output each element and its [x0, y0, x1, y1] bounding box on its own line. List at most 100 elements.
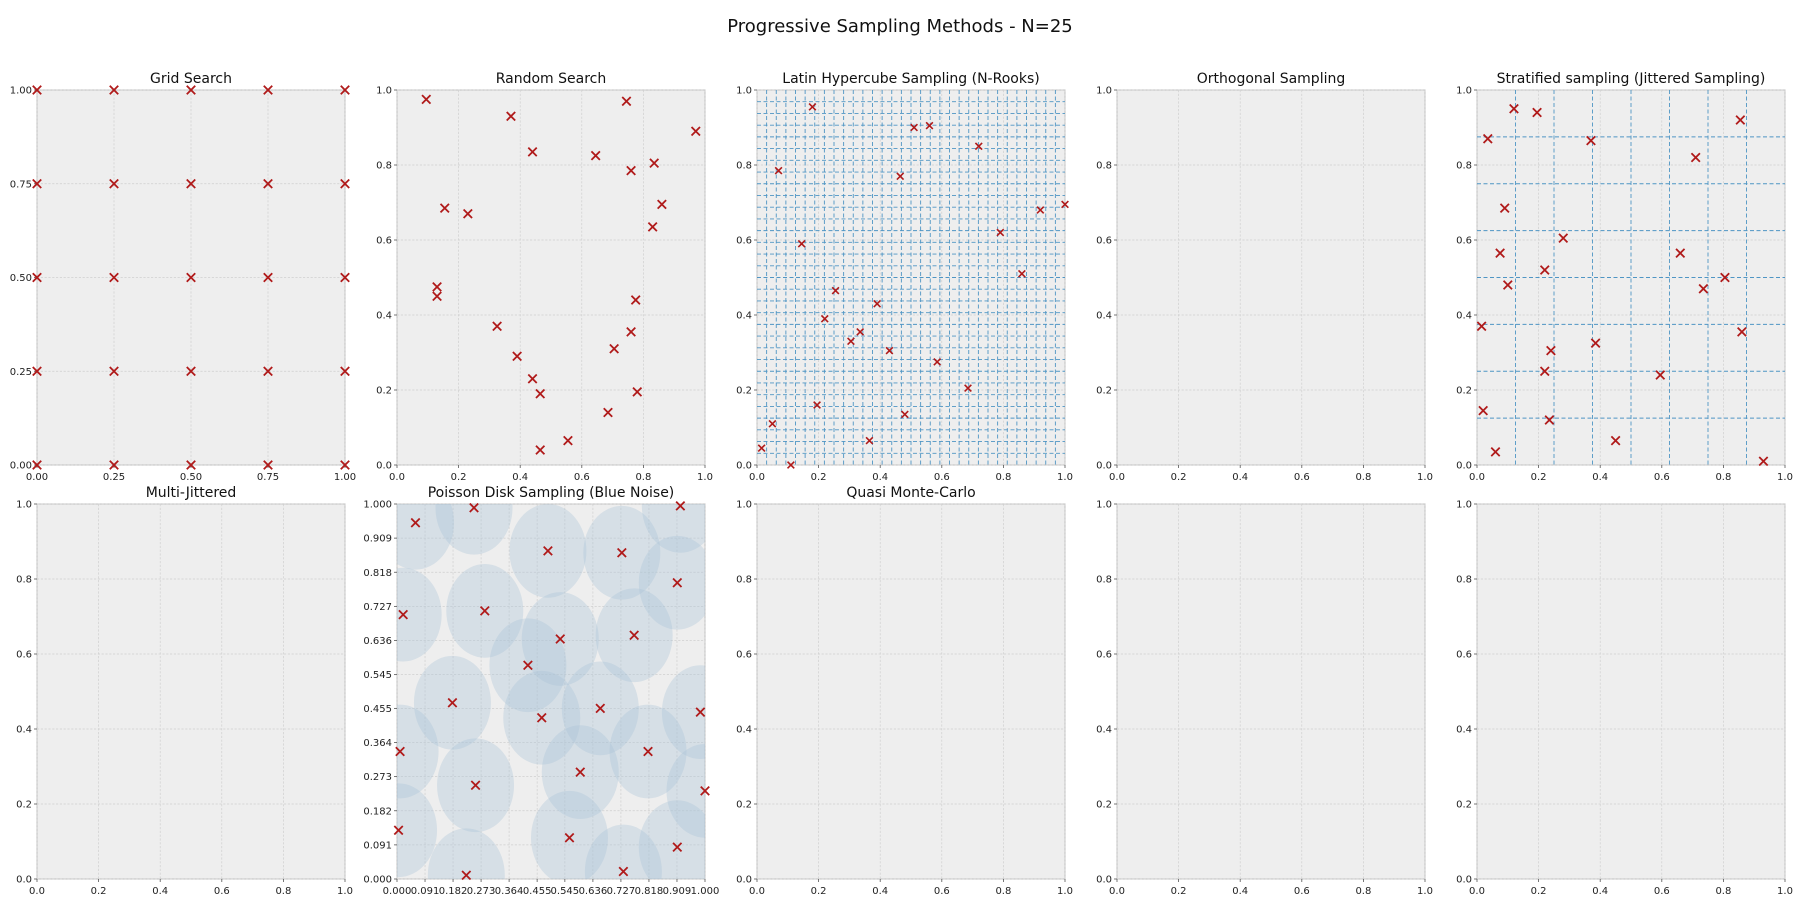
sample-point	[1610, 435, 1621, 446]
sample-point	[1478, 405, 1489, 416]
y-tick-label: 0.2	[736, 800, 752, 811]
y-tick-label: 0.4	[16, 725, 32, 736]
subplot-title: Orthogonal Sampling	[1197, 71, 1345, 87]
y-tick-label: 0.818	[363, 568, 392, 579]
sample-point	[1586, 135, 1596, 146]
axes-background	[1476, 503, 1786, 880]
sample-point	[263, 272, 273, 283]
y-tick-label: 0.50	[10, 273, 32, 284]
sample-point	[186, 85, 196, 95]
sample-point	[632, 387, 643, 397]
sample-point	[925, 121, 934, 130]
x-tick-label: 0.182	[439, 886, 468, 897]
sample-point	[432, 282, 442, 292]
sample-point	[672, 842, 683, 852]
y-tick-label: 0.25	[10, 367, 32, 378]
sample-point	[109, 85, 119, 95]
x-tick-label: 0.364	[495, 886, 524, 897]
sample-point	[186, 460, 196, 470]
x-tick-label: 0.0	[389, 472, 405, 483]
x-tick-label: 0.2	[1171, 886, 1187, 897]
subplot-title: Stratified sampling (Jittered Sampling)	[1497, 71, 1766, 87]
y-tick-label: 1.0	[736, 86, 752, 97]
x-tick-label: 1.00	[334, 472, 356, 483]
y-tick-label: 0.8	[736, 161, 752, 172]
sample-point	[543, 546, 553, 556]
sample-point	[536, 712, 547, 723]
sample-point	[621, 96, 632, 107]
sample-point	[535, 445, 546, 455]
disk-area	[666, 744, 705, 838]
sample-point	[847, 337, 855, 346]
sample-point	[629, 630, 640, 641]
sample-point	[421, 94, 432, 105]
x-tick-label: 0.455	[523, 886, 552, 897]
y-tick-label: 0.8	[1456, 161, 1472, 172]
disk-area	[584, 824, 662, 879]
sample-point	[447, 697, 458, 708]
sample-point	[1502, 280, 1513, 290]
x-tick-label: 0.4	[512, 472, 528, 483]
disk-layer	[397, 504, 705, 879]
y-tick-label: 0.2	[736, 386, 752, 397]
y-tick-label: 0.0	[376, 461, 392, 472]
y-tick-label: 0.4	[376, 311, 392, 322]
sample-point	[340, 85, 350, 95]
sample-point	[820, 314, 829, 323]
y-tick-label: 1.000	[363, 500, 392, 511]
y-tick-label: 0.75	[10, 179, 32, 190]
y-tick-label: 0.364	[363, 738, 392, 749]
subplot-3: 0.0 0.2 0.4 0.6 0.8 1.0 0.0 0.2 0.4 0.6 0.8 1.0 Lati…	[736, 71, 1073, 483]
x-tick-label: 0.75	[257, 472, 279, 483]
sample-point	[479, 606, 490, 616]
disk-area	[435, 504, 513, 555]
subplot-title: Quasi Monte-Carlo	[846, 485, 975, 501]
sample-point	[813, 401, 821, 409]
sample-point	[774, 166, 783, 175]
disk-area	[641, 504, 705, 553]
x-tick-label: 0.8	[275, 886, 291, 897]
y-tick-label: 1.0	[376, 86, 392, 97]
sample-point	[700, 786, 710, 796]
sample-point	[1482, 133, 1493, 144]
x-tick-label: 0.4	[1232, 472, 1248, 483]
sample-point	[786, 461, 795, 469]
sample-point	[768, 419, 777, 428]
sample-point	[1490, 447, 1501, 457]
x-tick-label: 0.8	[1715, 886, 1731, 897]
sample-point	[1698, 283, 1709, 294]
subplot-6: 0.0 0.2 0.4 0.6 0.8 1.0 0.0 0.2 0.4 0.6 0.8 1.0 Mult…	[16, 485, 353, 897]
sample-point	[527, 147, 538, 157]
subplot-1: 0.00 0.25 0.50 0.75 1.00 0.00 0.25 0.50 0.75 1.00…	[10, 71, 356, 483]
subplot-title: Latin Hypercube Sampling (N-Rooks)	[782, 71, 1039, 87]
x-tick-label: 0.6	[1294, 886, 1310, 897]
y-tick-label: 0.6	[376, 236, 392, 247]
axes-background	[756, 503, 1066, 880]
x-tick-label: 0.50	[180, 472, 202, 483]
x-tick-label: 0.00	[26, 472, 48, 483]
sample-point	[910, 123, 919, 132]
x-tick-label: 0.4	[1232, 886, 1248, 897]
sample-point	[470, 780, 481, 791]
y-tick-label: 0.909	[363, 534, 392, 545]
sample-point	[439, 203, 450, 213]
y-tick-label: 0.4	[1096, 311, 1112, 322]
sample-point	[506, 111, 516, 122]
sample-point	[856, 327, 865, 336]
sample-point	[1544, 415, 1555, 425]
x-tick-label: 1.0	[1057, 472, 1073, 483]
x-tick-label: 0.6	[1654, 472, 1670, 483]
x-tick-label: 0.0	[1469, 472, 1485, 483]
sample-point	[900, 410, 909, 419]
sample-point	[797, 239, 806, 248]
sample-point	[1735, 115, 1746, 125]
sample-point	[263, 85, 273, 95]
x-tick-label: 1.000	[691, 886, 720, 897]
sample-point	[32, 460, 42, 470]
disk-area	[397, 783, 438, 878]
sample-point	[1539, 265, 1550, 275]
x-tick-label: 0.636	[579, 886, 608, 897]
x-tick-label: 0.6	[934, 472, 950, 483]
y-tick-label: 0.4	[1456, 725, 1472, 736]
sample-point	[896, 172, 905, 181]
